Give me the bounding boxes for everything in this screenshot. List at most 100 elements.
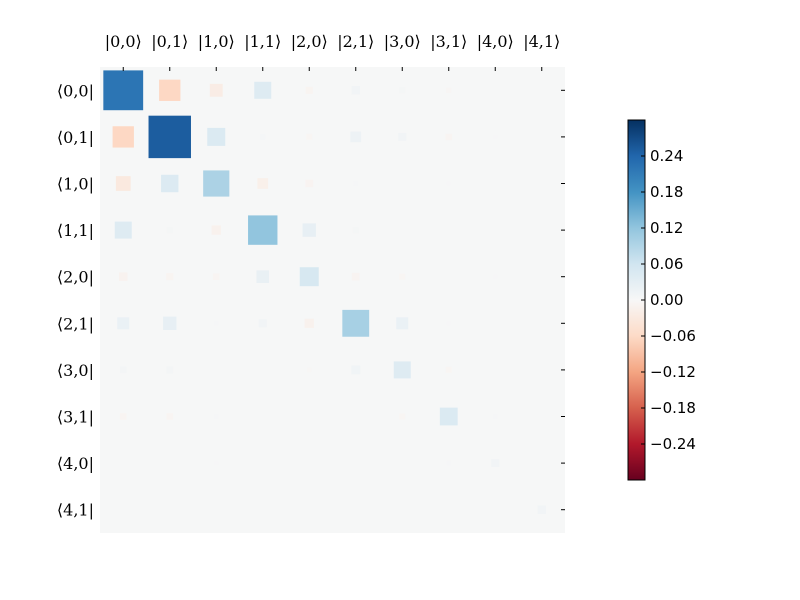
hinton-cell-r0-c6	[399, 87, 406, 94]
colorbar-ticks: 0.24 0.18 0.12 0.06 0.00 −0.06 −0.12 −0.18 −0.24	[641, 147, 696, 453]
y-tick-label: ⟨4,0|	[57, 454, 94, 473]
colorbar-tick-label: −0.18	[650, 399, 696, 417]
hinton-cell-r6-c7	[445, 366, 452, 373]
colorbar: 0.24 0.18 0.12 0.06 0.00 −0.06 −0.12 −0.18 −0.24	[627, 119, 696, 481]
colorbar-tick-label: 0.12	[650, 219, 683, 237]
hinton-cell-r8-c6	[400, 461, 404, 465]
colorbar-tick-label: 0.00	[650, 291, 683, 309]
hinton-cell-r2-c3	[257, 178, 269, 189]
hinton-cell-r5-c2	[213, 320, 219, 326]
y-tick-label: ⟨3,0|	[57, 361, 94, 380]
hinton-cell-r1-c6	[398, 132, 407, 141]
hinton-cell-r8-c7	[446, 460, 452, 466]
hinton-cell-r3-c1	[166, 227, 173, 234]
y-tick-label: ⟨0,0|	[57, 81, 94, 100]
hinton-cell-r4-c8	[493, 274, 498, 279]
hinton-cell-r0-c1	[159, 79, 181, 101]
hinton-cell-r5-c0	[117, 317, 130, 330]
hinton-cell-r0-c4	[305, 86, 313, 94]
hinton-cell-r2-c5	[353, 181, 359, 186]
hinton-cell-r7-c2	[213, 414, 219, 419]
hinton-cell-r2-c7	[446, 181, 451, 186]
hinton-cell-r0-c0	[103, 70, 144, 111]
hinton-cell-r2-c4	[305, 179, 314, 188]
y-tick-label: ⟨4,1|	[57, 501, 94, 520]
hinton-cell-r4-c3	[256, 270, 270, 283]
hinton-cell-r6-c6	[393, 361, 411, 379]
hinton-cell-r1-c4	[306, 133, 313, 140]
hinton-cell-r2-c6	[400, 182, 404, 185]
hinton-cell-r5-c4	[304, 318, 314, 328]
hinton-cell-r6-c4	[306, 367, 312, 373]
hinton-cell-r3-c3	[248, 215, 278, 245]
hinton-cell-r3-c4	[302, 223, 316, 237]
hinton-cell-r0-c7	[446, 87, 452, 93]
hinton-cell-r7-c1	[166, 413, 174, 420]
hinton-cell-r9-c8	[493, 508, 497, 512]
hinton-cell-r9-c9	[537, 505, 546, 514]
x-tick-label: |4,0⟩	[477, 32, 514, 51]
hinton-cell-r2-c0	[115, 176, 131, 191]
hinton-cell-r3-c2	[211, 225, 221, 235]
x-tick-label: |0,1⟩	[151, 32, 188, 51]
hinton-cell-r2-c2	[203, 170, 230, 197]
hinton-cell-r7-c0	[119, 413, 127, 420]
hinton-cells	[103, 70, 546, 514]
y-tick-label: ⟨0,1|	[57, 128, 94, 147]
hinton-cell-r9-c2	[214, 508, 218, 512]
hinton-cell-r1-c2	[207, 127, 226, 146]
hinton-cell-r1-c8	[493, 135, 498, 139]
y-tick-label: ⟨1,0|	[57, 175, 94, 194]
hinton-cell-r8-c4	[307, 461, 311, 465]
hinton-cell-r1-c7	[445, 133, 453, 141]
hinton-cell-r8-c8	[491, 459, 500, 468]
x-tick-label: |2,0⟩	[291, 32, 328, 51]
hinton-cell-r3-c0	[114, 221, 132, 239]
hinton-cell-r8-c2	[214, 461, 219, 465]
hinton-cell-r5-c5	[342, 309, 370, 337]
hinton-cell-r4-c1	[166, 273, 174, 281]
hinton-cell-r1-c0	[112, 126, 134, 148]
hinton-cell-r4-c0	[119, 272, 128, 281]
colorbar-tick-label: −0.12	[650, 363, 696, 381]
hinton-cell-r2-c9	[540, 182, 544, 185]
hinton-cell-r7-c7	[439, 407, 458, 426]
hinton-cell-r5-c9	[540, 321, 544, 325]
hinton-cell-r3-c6	[400, 228, 404, 232]
hinton-cell-r4-c2	[212, 273, 220, 280]
colorbar-tick-label: 0.18	[650, 183, 683, 201]
hinton-cell-r4-c6	[399, 273, 406, 280]
x-tick-label: |1,1⟩	[244, 32, 281, 51]
y-tick-label: ⟨3,1|	[57, 408, 94, 427]
colorbar-tick-label: 0.24	[650, 147, 683, 165]
hinton-cell-r8-c9	[540, 461, 544, 465]
x-tick-label: |1,0⟩	[198, 32, 235, 51]
colorbar-tick-label: 0.06	[650, 255, 683, 273]
hinton-cell-r6-c2	[214, 368, 218, 372]
hinton-cell-r6-c5	[351, 365, 361, 375]
hinton-cell-r6-c1	[166, 366, 174, 374]
hinton-cell-r3-c5	[352, 227, 359, 234]
hinton-cell-r5-c6	[396, 317, 409, 330]
hinton-cell-r1-c5	[350, 131, 362, 143]
hinton-cell-r4-c7	[447, 275, 451, 279]
hinton-cell-r0-c5	[351, 86, 360, 95]
y-axis: ⟨0,0| ⟨0,1| ⟨1,0| ⟨1,1| ⟨2,0| ⟨2,1| ⟨3,0| ⟨3,1|…	[57, 81, 565, 520]
hinton-cell-r5-c1	[163, 316, 177, 331]
hinton-cell-r1-c3	[260, 134, 266, 140]
x-tick-label: |4,1⟩	[523, 32, 560, 51]
hinton-cell-r2-c8	[493, 182, 497, 185]
hinton-cell-r5-c3	[258, 319, 267, 328]
hinton-cell-r7-c8	[492, 414, 498, 419]
hinton-cell-r6-c3	[261, 368, 265, 372]
x-tick-label: |3,1⟩	[430, 32, 467, 51]
x-tick-label: |2,1⟩	[337, 32, 374, 51]
hinton-cell-r2-c1	[161, 174, 179, 193]
hinton-cell-r1-c1	[148, 115, 191, 159]
x-tick-label: |0,0⟩	[105, 32, 142, 51]
hinton-cell-r8-c0	[121, 461, 125, 465]
x-tick-label: |3,0⟩	[384, 32, 421, 51]
hinton-cell-r6-c0	[119, 366, 127, 374]
hinton-cell-r0-c3	[254, 81, 272, 99]
